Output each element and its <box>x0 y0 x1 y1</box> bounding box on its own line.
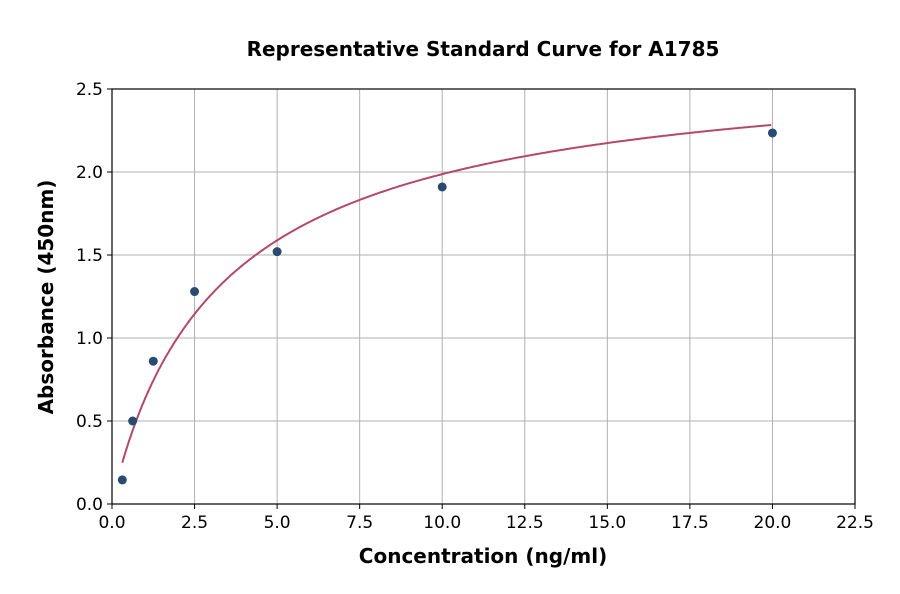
x-tick-label: 0.0 <box>98 513 125 533</box>
data-point <box>148 356 158 366</box>
y-tick-label: 0.5 <box>76 412 103 432</box>
grid <box>107 88 856 509</box>
y-tick-label: 2.5 <box>76 80 103 100</box>
data-point <box>117 475 127 485</box>
x-tick-label: 2.5 <box>181 513 208 533</box>
data-point <box>437 182 447 192</box>
plot-frame <box>111 88 856 505</box>
data-point <box>272 247 282 257</box>
x-tick-label: 10.0 <box>423 513 461 533</box>
x-axis-label: Concentration (ng/ml) <box>359 544 607 568</box>
x-tick-label: 15.0 <box>588 513 626 533</box>
x-tick-label: 7.5 <box>346 513 373 533</box>
x-tick-label: 22.5 <box>836 513 874 533</box>
x-tick-label: 20.0 <box>754 513 792 533</box>
chart-title: Representative Standard Curve for A1785 <box>247 37 720 61</box>
y-axis-label: Absorbance (450nm) <box>34 180 58 415</box>
x-tick-label: 12.5 <box>506 513 544 533</box>
data-points <box>117 128 777 485</box>
x-tick-label: 17.5 <box>671 513 709 533</box>
fit-curve <box>121 124 772 463</box>
y-tick-label: 2.0 <box>76 163 103 183</box>
y-tick-label: 1.0 <box>76 329 103 349</box>
x-tick-label: 5.0 <box>264 513 291 533</box>
data-point <box>190 287 200 297</box>
data-point <box>767 128 777 138</box>
tick-labels: 0.0 2.5 5.0 7.5 10.0 12.5 15.0 17.5 20.0 22.5 0.0 0… <box>76 80 874 533</box>
y-tick-label: 1.5 <box>76 246 103 266</box>
data-point <box>128 416 138 426</box>
y-tick-label: 0.0 <box>76 495 103 515</box>
